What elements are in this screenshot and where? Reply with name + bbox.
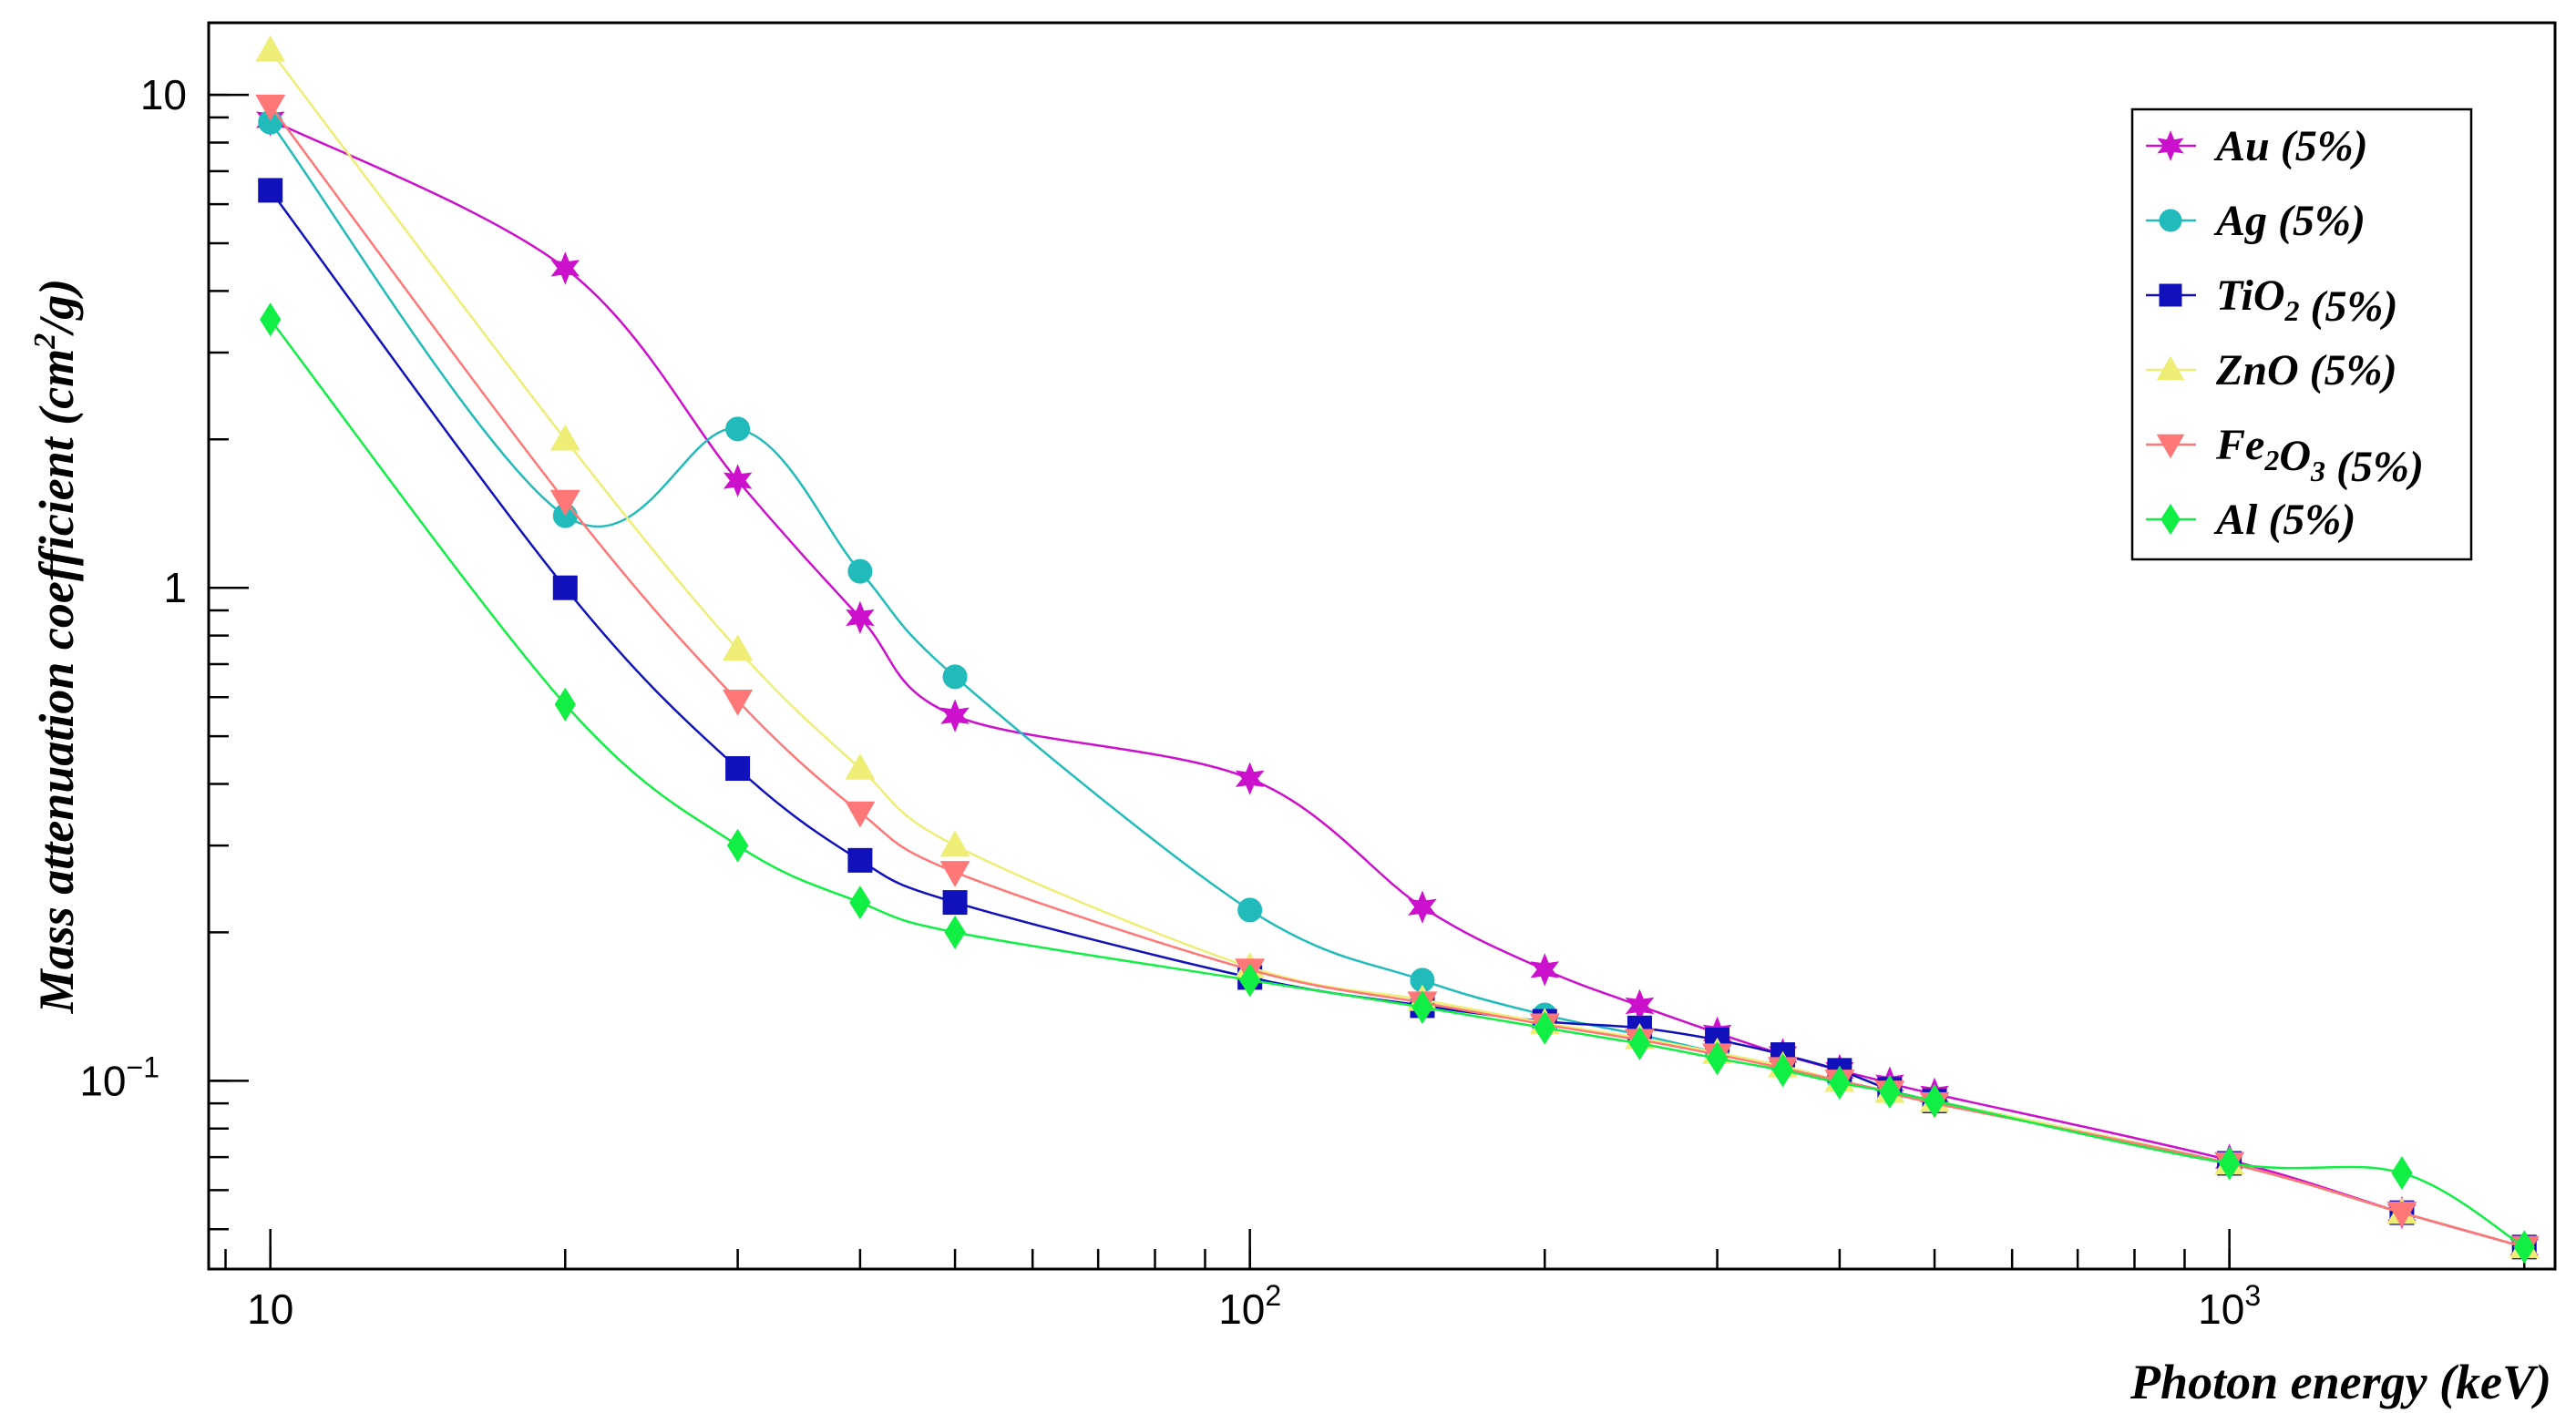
data-point [2159, 209, 2182, 232]
x-tick-label: 102 [1218, 1279, 1281, 1333]
legend-entry: Al (5%) [2146, 496, 2355, 544]
data-point [723, 464, 753, 497]
legend-box [2130, 108, 2473, 561]
legend-label: Ag (5%) [2213, 197, 2366, 245]
data-point [552, 575, 578, 600]
data-point [2156, 434, 2185, 459]
data-point [550, 251, 580, 285]
data-point [940, 699, 970, 732]
x-tick-label: 103 [2198, 1279, 2261, 1333]
data-point [944, 915, 966, 949]
data-point [942, 890, 968, 916]
y-major-ticks: 10 1 10−1 [79, 71, 249, 1104]
data-point [939, 830, 970, 857]
data-point [1879, 1074, 1901, 1109]
data-point [549, 489, 580, 517]
data-point [1771, 1053, 1794, 1088]
data-point [1235, 762, 1265, 795]
data-point [939, 861, 970, 887]
series-5 [260, 302, 2535, 1265]
data-point [2218, 1146, 2241, 1181]
data-point [260, 302, 282, 337]
data-point [2156, 355, 2185, 381]
data-point [554, 687, 576, 722]
data-point [2159, 283, 2182, 307]
data-point [2157, 130, 2184, 161]
x-minor-ticks [224, 1249, 2526, 1269]
legend-entry: ZnO (5%) [2146, 346, 2397, 394]
y-axis-title-sup: 2 [28, 333, 62, 350]
data-point [1408, 890, 1437, 924]
data-point [1530, 953, 1560, 987]
legend-entries: Au (5%) Ag (5%) TiO2 (5%) ZnO (5%) Fe2O3 (5%… [2146, 122, 2424, 544]
y-axis-title-tail: /g) [29, 279, 84, 337]
series-layer [255, 35, 2540, 1265]
data-point [1628, 1026, 1651, 1060]
x-major-ticks: 10 102 103 [247, 1229, 2261, 1333]
x-axis-title: Photon energy (keV) [2130, 1355, 2551, 1409]
legend-entry: Fe2O3 (5%) [2146, 421, 2424, 491]
data-point [723, 689, 754, 716]
data-point [846, 600, 875, 635]
data-point [549, 424, 580, 451]
series-line [269, 49, 2525, 1249]
data-point [1237, 897, 1263, 923]
data-point [847, 847, 873, 873]
data-point [849, 886, 871, 920]
data-point [845, 753, 876, 780]
data-point [1706, 1041, 1729, 1076]
data-point [942, 664, 968, 690]
data-point [2513, 1230, 2535, 1265]
data-point [725, 416, 751, 442]
data-point [1534, 1010, 1555, 1045]
legend: Au (5%) Ag (5%) TiO2 (5%) ZnO (5%) Fe2O3 (5%… [2130, 108, 2473, 561]
y-tick-label: 10−1 [79, 1050, 159, 1104]
legend-label: ZnO (5%) [2215, 346, 2397, 394]
legend-entry: TiO2 (5%) [2146, 271, 2398, 331]
data-point [723, 634, 754, 661]
data-point [2160, 503, 2181, 536]
legend-entry: Au (5%) [2146, 122, 2368, 170]
data-point [847, 558, 873, 584]
y-axis-title-main: Mass attenuation coefficient (cm [29, 349, 84, 1014]
data-point [255, 94, 286, 121]
legend-label: Fe2O3 (5%) [2215, 421, 2424, 491]
data-point [2391, 1156, 2413, 1191]
data-point [1924, 1083, 1945, 1118]
data-point [255, 35, 286, 62]
data-point [726, 828, 749, 863]
legend-label: Au (5%) [2213, 122, 2368, 170]
data-point [1411, 990, 1433, 1025]
data-point [1829, 1066, 1851, 1101]
data-point [1239, 963, 1261, 998]
data-point [845, 801, 876, 828]
y-tick-label: 10 [140, 71, 187, 118]
legend-label: Al (5%) [2213, 496, 2355, 544]
x-tick-label: 10 [247, 1285, 293, 1333]
data-point [725, 756, 751, 782]
legend-label: TiO2 (5%) [2216, 271, 2398, 331]
data-point [258, 178, 283, 203]
legend-entry: Ag (5%) [2146, 197, 2366, 245]
y-tick-label: 1 [163, 564, 187, 611]
data-point [2386, 1201, 2417, 1228]
y-axis-title: Mass attenuation coefficient (cm2/g) [28, 279, 84, 1014]
